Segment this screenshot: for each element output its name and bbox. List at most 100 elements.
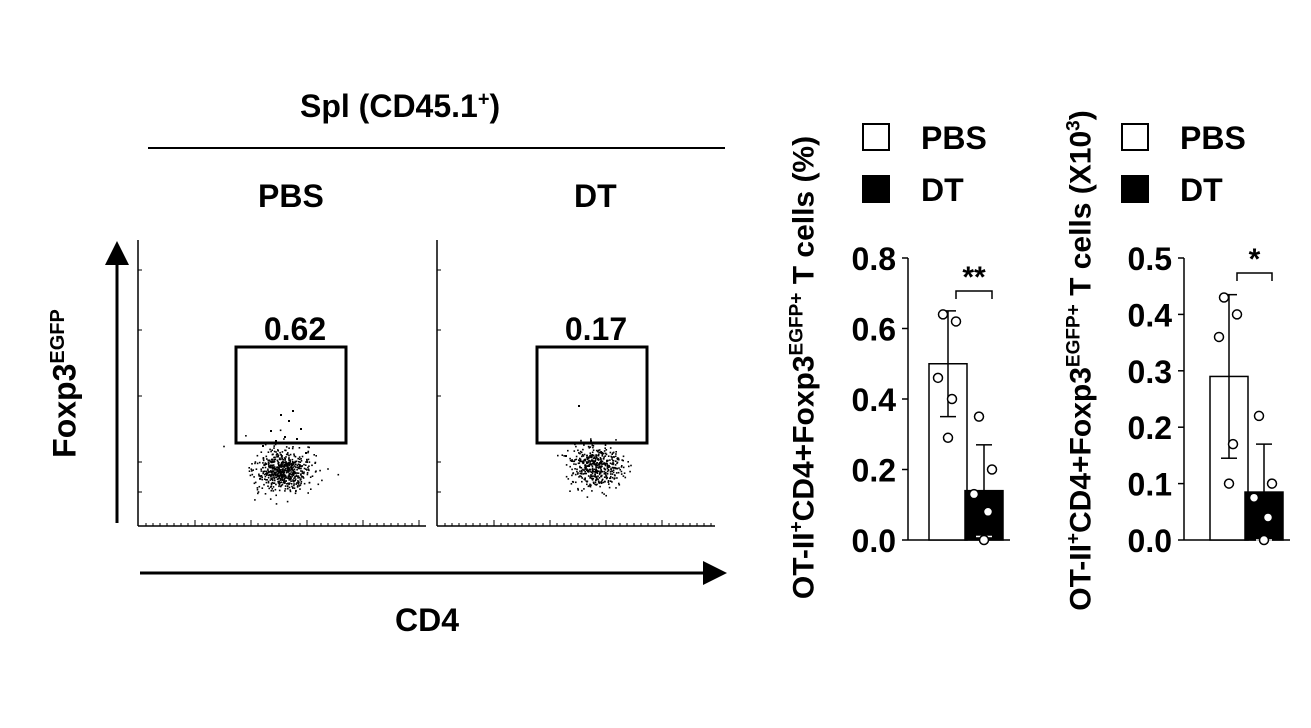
cell-event — [284, 482, 286, 484]
cell-event — [586, 454, 588, 457]
cell-event — [301, 475, 303, 478]
data-point — [937, 309, 949, 320]
cell-event — [291, 485, 293, 488]
cell-event — [275, 483, 277, 486]
cell-event — [289, 478, 292, 480]
cell-event — [285, 480, 287, 482]
cell-event — [612, 462, 615, 465]
cell-event — [579, 470, 581, 472]
cell-event — [579, 452, 581, 455]
data-point — [982, 506, 994, 518]
cell-event — [300, 478, 302, 480]
cell-event — [280, 472, 282, 475]
cell-event — [586, 465, 589, 467]
cell-event — [592, 446, 594, 449]
cell-event — [284, 469, 287, 472]
cell-event — [275, 451, 277, 453]
cell-event — [586, 468, 588, 471]
cell-event — [292, 461, 294, 464]
cell-event — [278, 464, 280, 467]
cell-event — [577, 449, 579, 452]
cell-event — [265, 472, 267, 475]
cell-event — [281, 458, 283, 460]
cell-event — [591, 451, 594, 454]
cell-event — [286, 453, 289, 456]
cell-event — [275, 471, 277, 473]
cell-event — [277, 482, 280, 484]
cell-event — [283, 480, 285, 482]
cell-event — [610, 468, 612, 470]
cell-event — [595, 479, 598, 481]
cell-event — [595, 455, 597, 457]
cell-event — [283, 464, 285, 466]
cell-event — [577, 489, 579, 491]
cell-event — [574, 473, 577, 476]
cell-event — [578, 405, 580, 407]
cell-event — [285, 460, 287, 463]
cell-event — [597, 449, 600, 452]
cell-event — [298, 456, 301, 458]
cell-event — [596, 476, 598, 479]
cell-event — [611, 470, 613, 473]
cell-event — [600, 470, 603, 472]
cell-event — [266, 472, 268, 474]
cell-event — [275, 467, 277, 470]
cell-event — [589, 446, 592, 448]
y-tick-label: 0.0 — [852, 523, 896, 559]
cell-event — [321, 479, 323, 482]
cell-event — [269, 471, 271, 473]
cell-event — [292, 466, 295, 468]
cell-event — [297, 457, 299, 460]
y-tick-label: 0.3 — [1128, 354, 1172, 390]
cell-event — [619, 468, 621, 471]
cell-event — [597, 475, 599, 477]
cell-event — [580, 451, 583, 454]
cell-event — [586, 458, 589, 461]
cell-event — [601, 479, 603, 482]
cell-event — [267, 481, 270, 484]
cell-event — [597, 450, 599, 453]
cell-event — [299, 464, 301, 466]
data-point — [1253, 410, 1265, 422]
cell-event — [288, 420, 290, 422]
cell-event — [271, 488, 274, 490]
cell-event — [287, 477, 290, 480]
cell-event — [607, 480, 610, 482]
cell-event — [282, 481, 284, 484]
cell-event — [605, 472, 607, 474]
data-point — [1213, 331, 1225, 343]
cell-event — [297, 472, 300, 474]
cell-event — [616, 462, 618, 465]
cell-event — [274, 458, 277, 461]
cell-event — [302, 476, 304, 478]
cell-event — [289, 453, 292, 456]
bar-chart-percent: PBS DT 0.0 0.2 0.4 0.6 0.8 ** — [852, 120, 1010, 559]
cell-event — [570, 483, 573, 485]
gate-value-dt: 0.17 — [565, 311, 627, 347]
cell-event — [269, 470, 272, 472]
cell-event — [284, 488, 287, 490]
cell-event — [576, 468, 578, 471]
cell-event — [587, 457, 590, 460]
cell-event — [590, 460, 593, 462]
cell-event — [296, 464, 299, 467]
cell-event — [269, 498, 272, 500]
cell-event — [604, 447, 606, 449]
data-point — [950, 316, 962, 327]
cell-event — [284, 465, 286, 467]
cell-event — [272, 486, 275, 488]
cell-event — [593, 457, 596, 459]
cell-event — [606, 465, 609, 468]
cell-event — [297, 477, 299, 479]
cell-event — [576, 470, 578, 473]
cell-event — [272, 479, 274, 482]
cell-event — [294, 463, 297, 465]
cell-event — [285, 470, 288, 472]
cell-event — [287, 452, 289, 454]
cell-event — [254, 481, 257, 484]
cell-event — [591, 477, 593, 480]
y-tick-label: 0.2 — [1128, 410, 1172, 446]
cell-event — [300, 465, 303, 468]
cell-event — [593, 456, 596, 458]
cell-event — [593, 468, 596, 471]
